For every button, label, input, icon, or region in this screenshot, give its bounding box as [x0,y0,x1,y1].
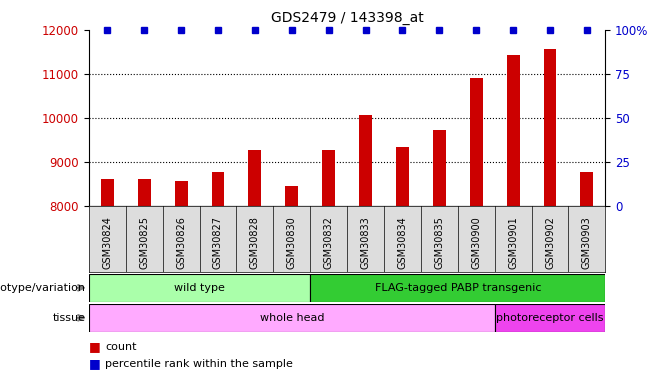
Text: GSM30900: GSM30900 [471,216,481,269]
Bar [580,172,594,206]
Text: GSM30832: GSM30832 [324,216,334,269]
Text: GSM30902: GSM30902 [545,216,555,269]
Text: ■: ■ [89,357,105,370]
Text: GSM30830: GSM30830 [287,216,297,269]
Title: GDS2479 / 143398_at: GDS2479 / 143398_at [270,11,424,25]
Text: GSM30835: GSM30835 [434,216,444,269]
Text: whole head: whole head [259,313,324,323]
Bar [101,179,114,206]
Bar [322,150,335,206]
Bar [507,55,520,206]
Bar [249,150,261,206]
Bar [359,115,372,206]
Text: GSM30901: GSM30901 [508,216,518,269]
Text: GSM30834: GSM30834 [397,216,407,269]
Text: GSM30825: GSM30825 [139,216,149,269]
Text: wild type: wild type [174,283,225,293]
Text: ■: ■ [89,340,105,353]
Text: GSM30828: GSM30828 [250,216,260,269]
Bar [89,304,495,332]
Bar [495,304,605,332]
Bar [138,179,151,206]
Text: FLAG-tagged PABP transgenic: FLAG-tagged PABP transgenic [374,283,541,293]
Text: GSM30826: GSM30826 [176,216,186,269]
Bar [544,50,557,206]
Bar [211,172,224,206]
Bar [89,274,310,302]
Text: count: count [105,342,137,352]
Text: photoreceptor cells: photoreceptor cells [496,313,604,323]
Text: GSM30824: GSM30824 [102,216,113,269]
Bar [470,78,483,206]
Text: percentile rank within the sample: percentile rank within the sample [105,359,293,369]
Text: tissue: tissue [53,313,86,323]
Text: GSM30903: GSM30903 [582,216,592,269]
Bar [433,130,445,206]
Bar [310,274,605,302]
Bar [174,181,188,206]
Text: genotype/variation: genotype/variation [0,283,86,293]
Text: GSM30833: GSM30833 [361,216,370,269]
Bar [396,147,409,206]
Text: GSM30827: GSM30827 [213,216,223,269]
Bar [286,186,298,206]
